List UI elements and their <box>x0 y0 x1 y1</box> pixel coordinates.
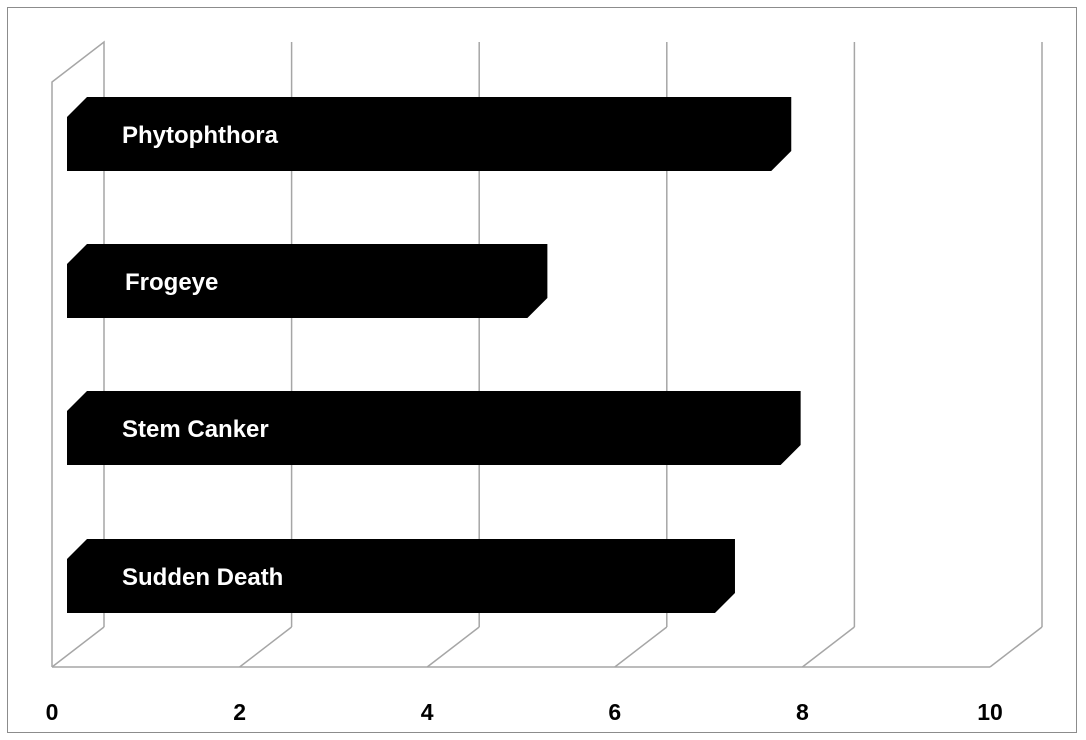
x-tick-label-5: 10 <box>977 699 1003 725</box>
bar-phytophthora <box>67 97 792 171</box>
floor-gridline-0 <box>51 626 105 668</box>
floor-gridline-4 <box>801 626 855 668</box>
x-tick-label-0: 0 <box>46 699 59 725</box>
x-tick-label-3: 6 <box>608 699 621 725</box>
bar-label-stem-canker: Stem Canker <box>122 416 269 443</box>
x-tick-label-1: 2 <box>233 699 246 725</box>
floor-gridline-5 <box>989 626 1043 668</box>
x-tick-label-2: 4 <box>421 699 434 725</box>
x-tick-label-4: 8 <box>796 699 809 725</box>
floor-gridline-3 <box>614 626 668 668</box>
bar-label-sudden-death: Sudden Death <box>122 564 283 591</box>
floor-gridline-2 <box>426 626 480 668</box>
bar-frogeye <box>67 244 548 318</box>
floor-gridline-1 <box>239 626 293 668</box>
bar-label-frogeye: Frogeye <box>125 269 218 296</box>
bar-sudden-death <box>67 539 735 613</box>
bar-label-phytophthora: Phytophthora <box>122 122 279 149</box>
bar-stem-canker <box>67 391 801 465</box>
side-wall <box>51 40 105 667</box>
